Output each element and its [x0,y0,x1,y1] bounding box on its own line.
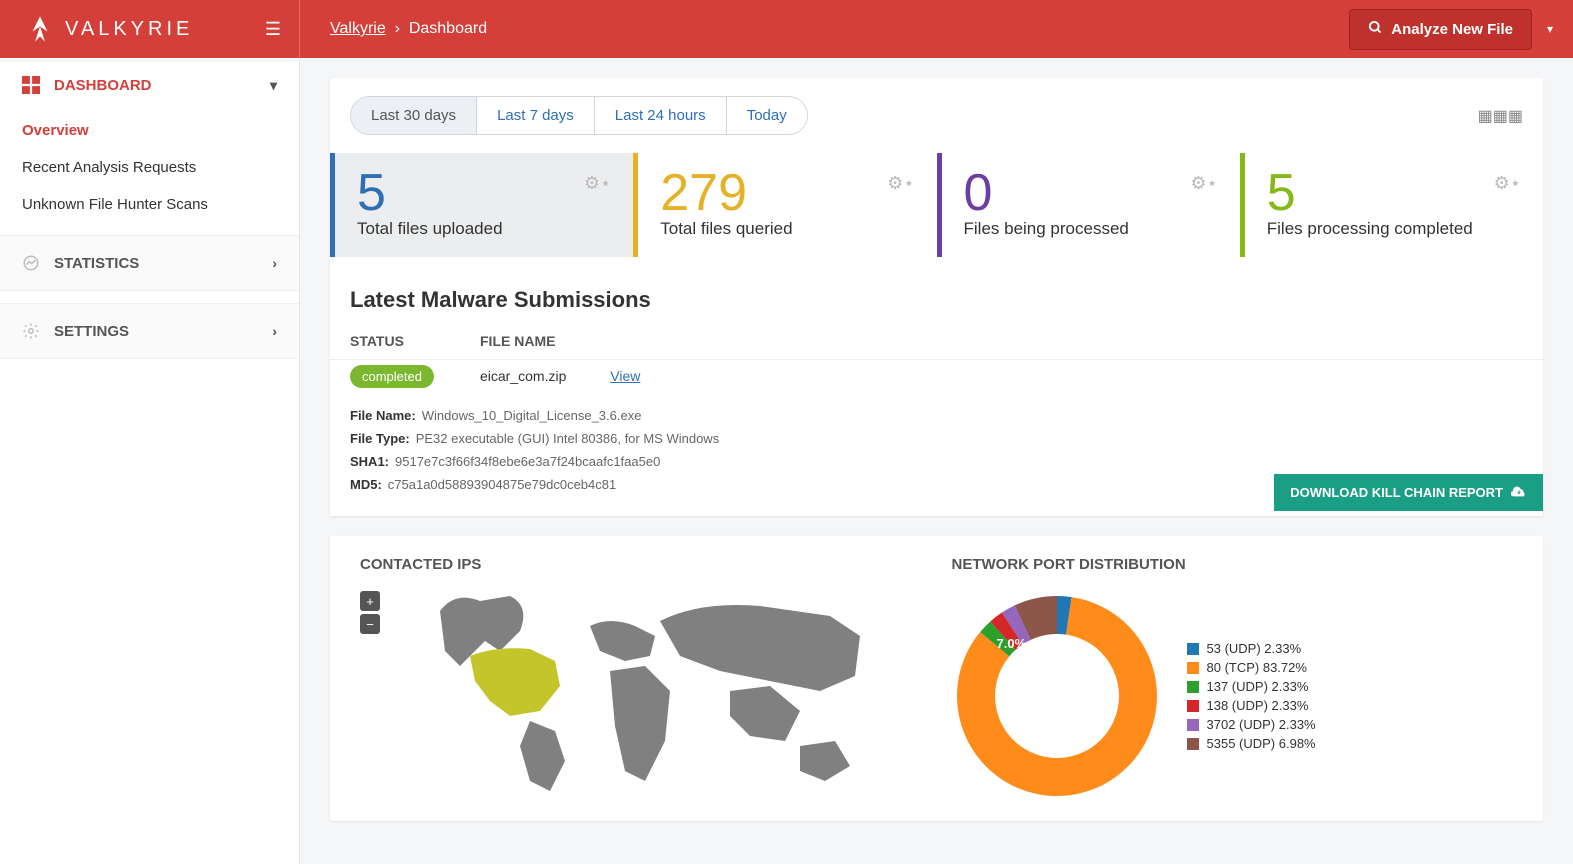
latest-submissions-title: Latest Malware Submissions [330,257,1543,323]
gear-icon [22,322,42,340]
logo-block: VALKYRIE ☰ [0,0,300,58]
chevron-down-icon: ▾ [270,77,277,94]
stat-icon: ⚙⋆ [1494,173,1521,194]
time-range-tabs: Last 30 daysLast 7 daysLast 24 hoursToda… [350,96,808,135]
chevron-down-icon[interactable]: ▾ [1547,22,1553,36]
legend-item: 137 (UDP) 2.33% [1187,677,1316,696]
cloud-download-icon [1511,484,1527,501]
stat-card[interactable]: 5Total files uploaded⚙⋆ [330,153,633,257]
view-link[interactable]: View [610,368,640,384]
port-distribution-donut: 7.0% [952,591,1162,801]
stats-row: 5Total files uploaded⚙⋆279Total files qu… [330,153,1543,257]
contacted-ips-title: CONTACTED IPS [360,556,922,573]
file-name-cell: eicar_com.zip [480,368,566,384]
stat-card[interactable]: 0Files being processed⚙⋆ [937,153,1240,257]
table-row: completed eicar_com.zip View [330,359,1543,392]
breadcrumb-root[interactable]: Valkyrie [330,20,386,37]
app-header: VALKYRIE ☰ Valkyrie › Dashboard Analyze … [0,0,1573,58]
col-header-status: STATUS [350,333,480,349]
sidebar-section-dashboard[interactable]: DASHBOARD ▾ [0,58,299,112]
time-range-tab[interactable]: Last 30 days [351,97,477,134]
sidebar: DASHBOARD ▾ Overview Recent Analysis Req… [0,58,300,864]
time-range-tab[interactable]: Today [727,97,807,134]
chevron-right-icon: › [272,255,277,271]
logo-text: VALKYRIE [65,18,193,41]
file-detail-block: File Name:Windows_10_Digital_License_3.6… [330,392,1543,516]
stat-card[interactable]: 279Total files queried⚙⋆ [633,153,936,257]
chevron-right-icon: › [272,323,277,339]
menu-toggle-icon[interactable]: ☰ [265,19,281,40]
legend-item: 3702 (UDP) 2.33% [1187,715,1316,734]
analyze-new-file-button[interactable]: Analyze New File [1349,9,1532,50]
legend-item: 138 (UDP) 2.33% [1187,696,1316,715]
zoom-in-button[interactable]: + [360,591,380,611]
legend-item: 53 (UDP) 2.33% [1187,639,1316,658]
download-kill-chain-button[interactable]: DOWNLOAD KILL CHAIN REPORT [1274,474,1543,511]
breadcrumb: Valkyrie › Dashboard [300,20,1349,38]
stat-card[interactable]: 5Files processing completed⚙⋆ [1240,153,1543,257]
statistics-icon [22,254,42,272]
port-distribution-title: NETWORK PORT DISTRIBUTION [952,556,1514,573]
status-badge: completed [350,365,434,388]
legend-item: 80 (TCP) 83.72% [1187,658,1316,677]
sidebar-section-statistics[interactable]: STATISTICS › [0,236,299,291]
time-range-tab[interactable]: Last 24 hours [595,97,727,134]
stat-icon: ⚙⋆ [1190,173,1217,194]
zoom-out-button[interactable]: − [360,614,380,634]
col-header-filename: FILE NAME [480,333,1523,349]
stat-icon: ⚙⋆ [887,173,914,194]
grid-view-icon[interactable]: ▦▦▦ [1478,106,1523,126]
time-range-tab[interactable]: Last 7 days [477,97,595,134]
sidebar-item-unknown-file-hunter[interactable]: Unknown File Hunter Scans [0,186,299,223]
dashboard-icon [22,76,42,94]
sidebar-section-settings[interactable]: SETTINGS › [0,304,299,359]
sidebar-item-overview[interactable]: Overview [0,112,299,149]
world-map: + − [360,591,922,634]
port-legend: 53 (UDP) 2.33%80 (TCP) 83.72%137 (UDP) 2… [1187,639,1316,753]
sidebar-item-recent-analysis[interactable]: Recent Analysis Requests [0,149,299,186]
search-icon [1368,20,1383,39]
stat-icon: ⚙⋆ [584,173,611,194]
legend-item: 5355 (UDP) 6.98% [1187,734,1316,753]
world-map-svg [400,581,880,801]
breadcrumb-page: Dashboard [409,20,487,37]
valkyrie-logo-icon [25,14,55,44]
header-actions: Analyze New File ▾ [1349,9,1553,50]
main-content: Last 30 daysLast 7 daysLast 24 hoursToda… [300,58,1573,864]
donut-inner-label: 7.0% [997,636,1027,651]
